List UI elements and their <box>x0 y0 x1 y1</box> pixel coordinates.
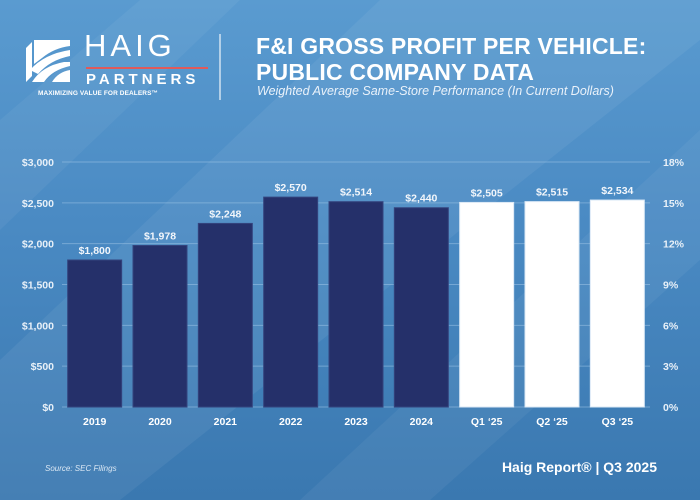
x-tick-label: 2022 <box>279 416 303 428</box>
x-tick-label: Q1 ‘25 <box>471 416 503 428</box>
x-axis: 2019 2020 2021 2022 2023 2024 Q1 ‘25 Q2 ‘25 Q3 ‘… <box>83 416 633 428</box>
y-tick-label: $2,500 <box>22 198 54 210</box>
data-label: $2,505 <box>471 187 503 199</box>
chart-title-line-2: PUBLIC COMPANY DATA <box>256 59 535 85</box>
bar <box>393 207 449 408</box>
bars <box>67 196 645 408</box>
header-divider <box>219 34 221 100</box>
bar <box>132 244 188 408</box>
y-tick-label: $0 <box>42 402 54 414</box>
y2-tick-label: 9% <box>663 280 679 292</box>
bar <box>459 201 515 408</box>
bar <box>589 199 645 408</box>
y2-tick-label: 6% <box>663 320 679 332</box>
bar <box>67 259 123 408</box>
bar <box>197 222 253 408</box>
x-tick-label: 2020 <box>148 416 172 428</box>
y-tick-label: $3,000 <box>22 157 54 169</box>
y2-tick-label: 12% <box>663 239 685 251</box>
x-tick-label: 2023 <box>344 416 368 428</box>
y-tick-label: $2,000 <box>22 239 54 251</box>
x-tick-label: 2019 <box>83 416 107 428</box>
logo-accent-rule <box>86 67 208 69</box>
x-tick-label: 2024 <box>410 416 434 428</box>
y-tick-label: $1,500 <box>22 280 54 292</box>
bar-chart: $0 $500 $1,000 $1,500 $2,000 $2,500 $3,000 0% 3… <box>22 157 685 428</box>
logo-wordmark: HAIG <box>84 28 176 63</box>
y-tick-label: $500 <box>31 361 55 373</box>
data-label: $2,570 <box>275 182 307 194</box>
y2-tick-label: 3% <box>663 361 679 373</box>
data-label: $2,440 <box>405 193 437 205</box>
right-y-axis: 0% 3% 6% 9% 12% 15% 18% <box>663 157 685 414</box>
y2-tick-label: 15% <box>663 198 685 210</box>
data-label: $1,978 <box>144 230 176 242</box>
data-label: $2,514 <box>340 187 372 199</box>
data-labels: $1,800 $1,978 $2,248 $2,570 $2,514 $2,440 $2,5… <box>79 182 634 257</box>
left-y-axis: $0 $500 $1,000 $1,500 $2,000 $2,500 $3,000 <box>22 157 54 414</box>
y2-tick-label: 18% <box>663 157 685 169</box>
x-tick-label: 2021 <box>214 416 238 428</box>
report-footer: Haig Report® | Q3 2025 <box>501 459 657 475</box>
logo-mark-icon <box>26 40 70 82</box>
x-tick-label: Q2 ‘25 <box>536 416 568 428</box>
haig-partners-logo: HAIG PARTNERS MAXIMIZING VALUE FOR DEALE… <box>24 30 208 97</box>
logo-tagline: MAXIMIZING VALUE FOR DEALERS™ <box>38 90 159 97</box>
y-tick-label: $1,000 <box>22 320 54 332</box>
data-label: $2,515 <box>536 187 568 199</box>
chart-title: F&I GROSS PROFIT PER VEHICLE: PUBLIC COM… <box>256 33 646 85</box>
bar <box>328 201 384 408</box>
source-note: Source: SEC Filings <box>45 464 117 473</box>
chart-title-line-1: F&I GROSS PROFIT PER VEHICLE: <box>256 33 647 59</box>
data-label: $1,800 <box>79 245 111 257</box>
data-label: $2,248 <box>209 208 241 220</box>
logo-subwordmark: PARTNERS <box>86 71 200 88</box>
bar <box>263 196 319 408</box>
chart-subtitle: Weighted Average Same-Store Performance … <box>257 84 614 98</box>
y2-tick-label: 0% <box>663 402 679 414</box>
data-label: $2,534 <box>601 185 633 197</box>
x-tick-label: Q3 ‘25 <box>602 416 634 428</box>
bar <box>524 201 580 408</box>
